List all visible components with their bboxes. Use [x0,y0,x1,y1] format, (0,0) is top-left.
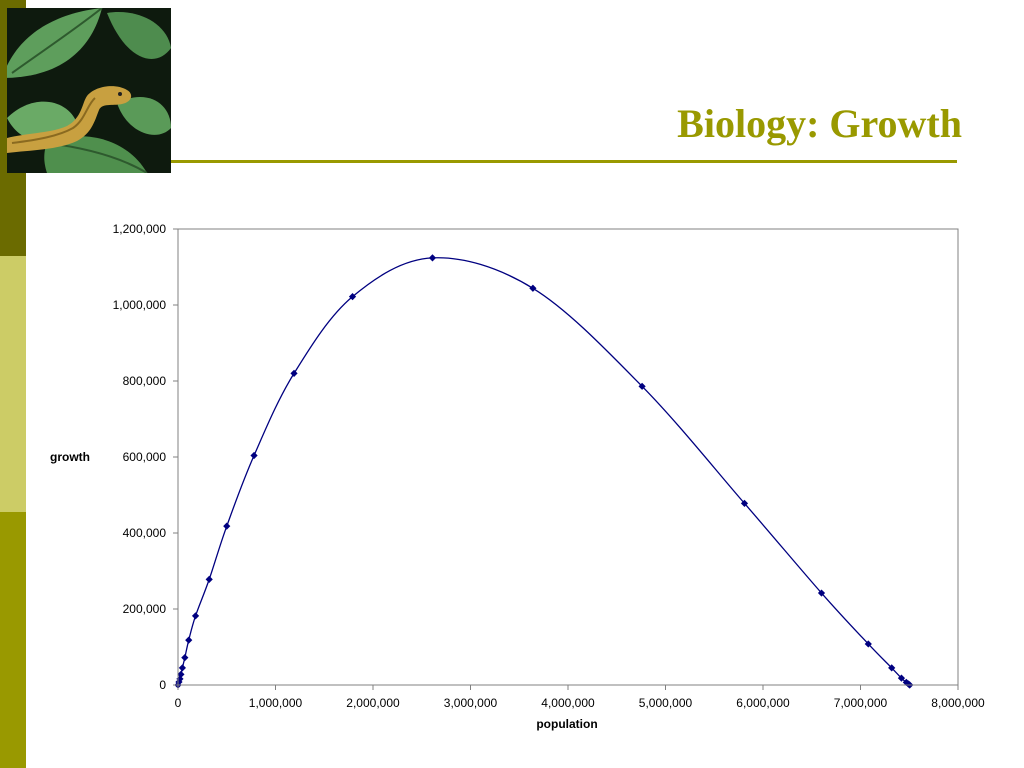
data-point-marker [290,369,298,377]
x-tick-label: 2,000,000 [346,696,400,710]
x-tick-label: 4,000,000 [541,696,595,710]
data-point-marker [185,636,193,644]
data-point-marker [740,499,749,507]
data-point-marker [817,589,826,597]
slide-title: Biology: Growth [677,101,962,146]
y-tick-label: 600,000 [123,450,167,464]
data-point-marker [348,293,357,301]
y-tick-label: 800,000 [123,374,167,388]
data-point-marker [428,254,437,262]
x-tick-label: 7,000,000 [834,696,888,710]
x-axis-label: population [536,717,597,731]
series-line [177,257,911,686]
y-tick-label: 1,000,000 [113,298,167,312]
x-tick-label: 6,000,000 [736,696,790,710]
data-point-marker [223,522,231,530]
side-band-olive [0,512,26,768]
y-axis-label: growth [50,450,90,464]
data-point-marker [178,664,186,672]
data-point-marker [191,612,200,620]
plot-area-frame [177,228,959,686]
y-tick-label: 400,000 [123,526,167,540]
y-axis: 0 200,000 400,000 600,000 800,000 1,000,000 1,… [113,222,178,692]
data-point-marker [897,674,906,682]
data-point-marker [864,640,872,648]
side-band-light [0,256,26,512]
data-point-marker [175,678,183,686]
title-underline [171,160,957,163]
x-axis: 0 1,000,000 2,000,000 3,000,000 4,000,000 5,0… [175,685,985,710]
data-point-marker [250,451,258,460]
y-tick-label: 200,000 [123,602,167,616]
data-point-marker [181,654,189,662]
data-point-marker [529,284,537,292]
data-point-marker [888,664,896,672]
data-point-marker [177,670,185,678]
x-tick-label: 0 [175,696,182,710]
data-point-marker [205,575,213,583]
y-tick-label: 1,200,000 [113,222,167,236]
data-point-marker [638,382,646,390]
x-tick-label: 5,000,000 [639,696,693,710]
x-tick-label: 8,000,000 [931,696,985,710]
snake-on-leaves-photo [7,8,171,173]
x-tick-label: 3,000,000 [444,696,498,710]
y-tick-label: 0 [159,678,166,692]
x-tick-label: 1,000,000 [249,696,303,710]
